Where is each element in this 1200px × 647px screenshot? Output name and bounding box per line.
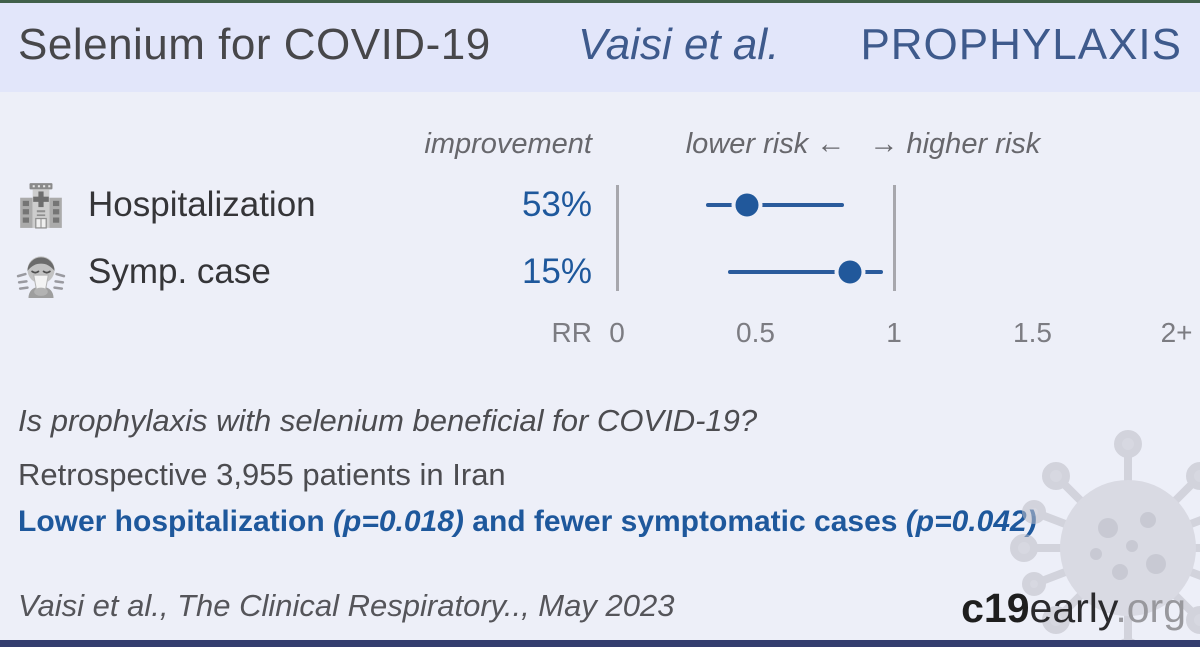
stage-badge: PROPHYLAXIS [860, 20, 1182, 69]
study-author-label: Vaisi et al. [578, 20, 780, 69]
bottom-accent-bar [0, 640, 1200, 647]
logo-prefix: c19 [961, 585, 1030, 631]
finding-fragment: Lower hospitalization [18, 505, 334, 538]
finding-fragment: and fewer symptomatic cases [463, 505, 906, 538]
key-finding-text: Lower hospitalization (p=0.018) and fewe… [18, 505, 1037, 539]
population-text: Retrospective 3,955 patients in Iran [18, 457, 506, 492]
coronavirus-watermark-icon [1010, 430, 1200, 647]
header-band [0, 3, 1200, 92]
logo-suffix: .org [1115, 585, 1186, 631]
axis-tick: 0.5 [736, 317, 775, 348]
axis-tick: 2+ [1160, 317, 1193, 348]
axis-tick: 0 [609, 317, 625, 348]
column-header-improvement: improvement [424, 128, 592, 160]
improvement-value: 15% [521, 252, 592, 291]
rr-axis-label: RR [551, 317, 592, 348]
p-value: (p=0.042) [905, 505, 1037, 538]
reference-line-zero [615, 185, 619, 291]
confidence-interval-line [705, 203, 845, 207]
page-title: Selenium for COVID-19 [18, 20, 491, 69]
axis-tick: 1.5 [1013, 317, 1052, 348]
question-text: Is prophylaxis with selenium beneficial … [18, 403, 758, 438]
effect-estimate-dot [834, 256, 866, 288]
logo-name: early [1029, 585, 1116, 631]
reference-line-one [892, 185, 896, 291]
top-accent-bar [0, 0, 1200, 3]
confidence-interval-line [727, 270, 883, 274]
sneezing-face-icon [16, 256, 66, 298]
outcome-label: Symp. case [88, 252, 271, 291]
improvement-value: 53% [521, 185, 592, 224]
effect-estimate-dot [731, 189, 763, 221]
column-header-risk-axis: lower risk ← → higher risk [685, 128, 1041, 160]
logo: c19early.org [961, 585, 1186, 632]
hospital-icon [20, 183, 62, 229]
outcome-label: Hospitalization [88, 185, 316, 224]
p-value: (p=0.018) [333, 505, 464, 538]
citation-text: Vaisi et al., The Clinical Respiratory..… [18, 588, 675, 623]
axis-tick: 1 [886, 317, 902, 348]
